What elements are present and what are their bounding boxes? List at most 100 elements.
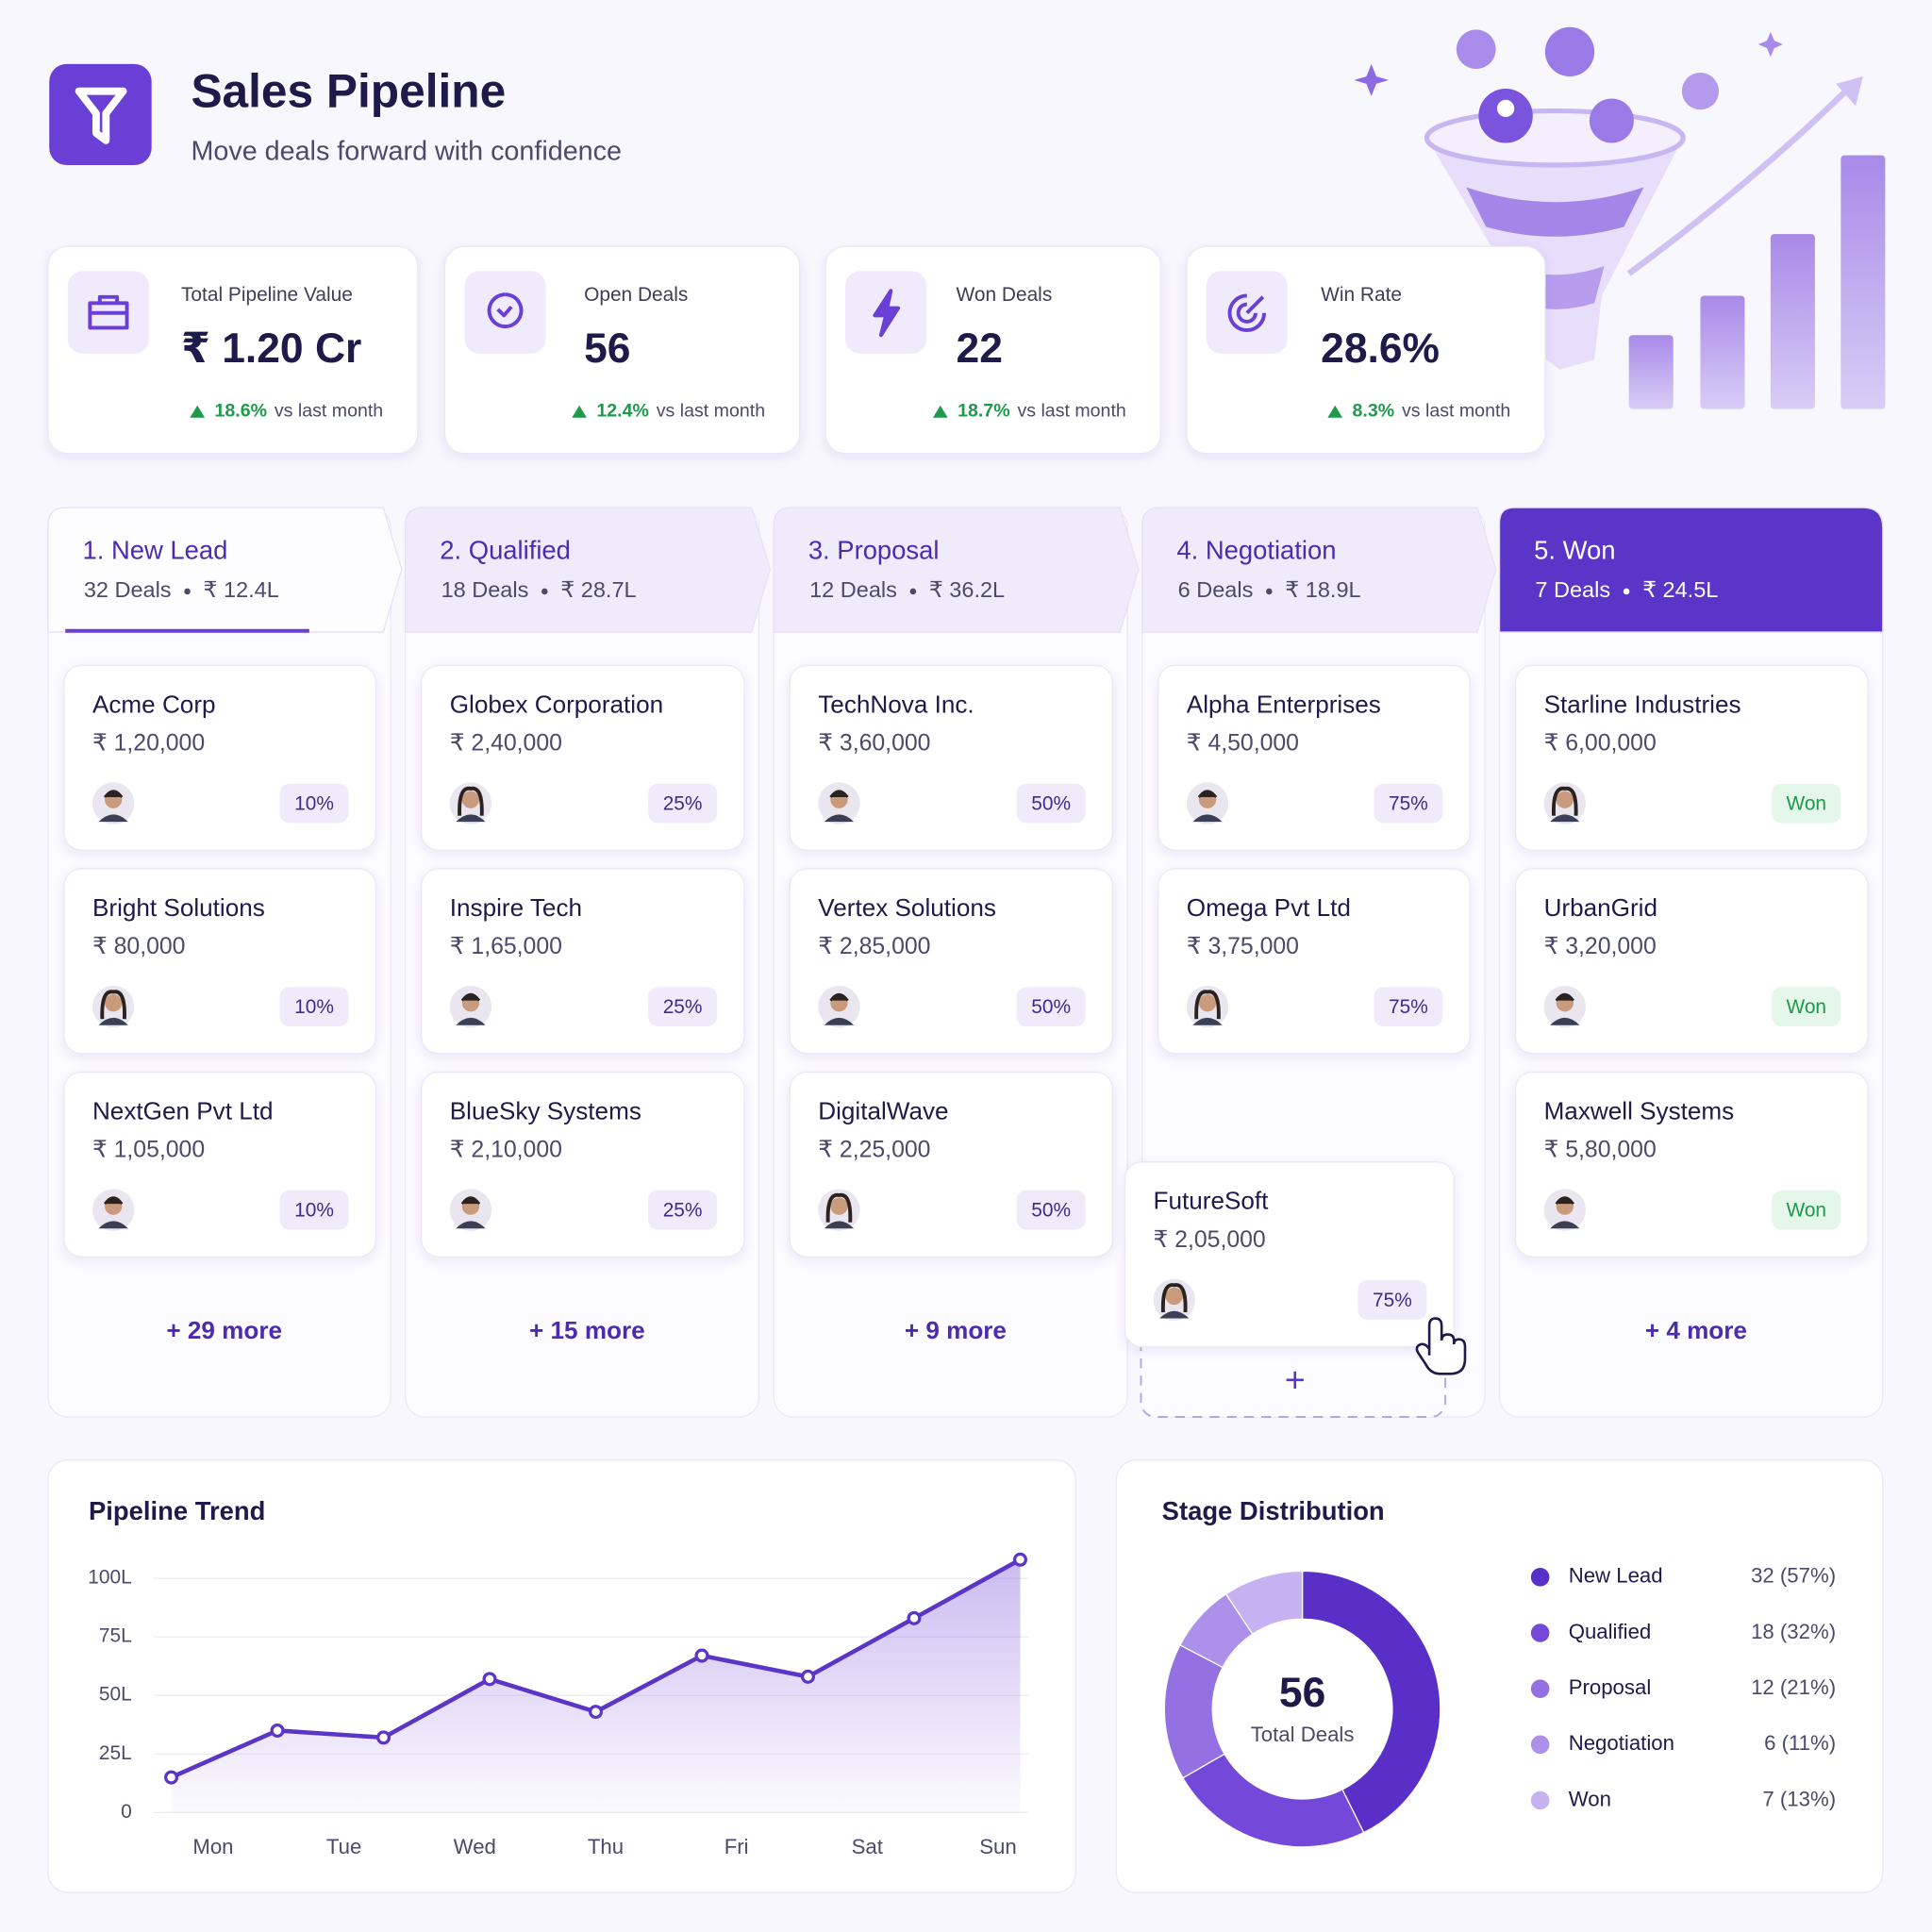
more-link: + 9 more — [905, 1316, 1007, 1344]
deal-amount: ₹ 1,65,000 — [450, 934, 562, 959]
separator — [909, 588, 917, 595]
avatar-body — [1192, 814, 1223, 823]
separator — [1623, 588, 1630, 595]
avatar-body — [1550, 814, 1580, 823]
probability-pill — [1357, 1280, 1427, 1320]
avatar-body — [98, 1221, 128, 1229]
probability: 50% — [1031, 792, 1071, 814]
stage-header — [1141, 507, 1497, 633]
avatar-hair — [1197, 790, 1218, 798]
deal-name: UrbanGrid — [1544, 893, 1657, 922]
stage-value: ₹ 36.2L — [929, 577, 1005, 602]
avatar-body — [98, 1017, 128, 1025]
avatar-hair — [460, 1196, 481, 1205]
legend-value: 32 (57%) — [1751, 1564, 1836, 1588]
drop-plus — [1286, 1371, 1304, 1389]
probability: 50% — [1031, 996, 1071, 1018]
deal-amount: ₹ 80,000 — [92, 934, 186, 959]
trend-point — [907, 1610, 922, 1625]
probability-pill — [1016, 783, 1086, 824]
kpi-value: 22 — [957, 325, 1003, 372]
title: Sales Pipeline — [191, 65, 506, 118]
stage-value: ₹ 28.7L — [560, 577, 636, 602]
trend-point — [589, 1705, 604, 1720]
avatar-body — [1159, 1310, 1190, 1319]
probability-pill — [1016, 1190, 1086, 1230]
deal-name: Omega Pvt Ltd — [1187, 893, 1351, 922]
kpi-change-arrow — [572, 405, 587, 418]
legend-name: New Lead — [1569, 1564, 1663, 1588]
donut-segment — [1224, 1570, 1304, 1636]
x-tick-label: Mon — [192, 1835, 233, 1858]
avatar-hair — [1194, 990, 1221, 1020]
probability-pill — [1772, 1190, 1841, 1230]
kpi-change: 18.6% — [215, 400, 268, 421]
deal-name: Acme Corp — [92, 690, 216, 718]
probability-pill — [648, 1190, 718, 1230]
deal-amount: ₹ 1,05,000 — [92, 1137, 205, 1162]
deal-amount: ₹ 6,00,000 — [1544, 730, 1657, 756]
avatar-body — [824, 814, 855, 823]
deal-amount: ₹ 4,50,000 — [1187, 730, 1299, 756]
deal-amount: ₹ 3,75,000 — [1187, 934, 1299, 959]
avatar-hair — [1555, 1196, 1574, 1205]
kpi-label: Win Rate — [1321, 284, 1402, 306]
x-tick-label: Sun — [979, 1835, 1016, 1858]
legend-dot — [1530, 1679, 1550, 1698]
y-tick-label: 50L — [99, 1684, 132, 1706]
avatar-body — [1550, 1017, 1580, 1025]
legend-dot — [1530, 1624, 1550, 1642]
logo — [49, 63, 152, 166]
separator — [1266, 588, 1273, 595]
avatar-hair — [1160, 1283, 1188, 1313]
deal-amount: ₹ 2,40,000 — [450, 730, 562, 756]
kpi-note: vs last month — [1017, 400, 1125, 421]
probability-pill — [1016, 987, 1086, 1026]
stage-title: 3. Proposal — [808, 535, 940, 564]
stage-deals: 7 Deals — [1535, 577, 1610, 602]
donut-segment — [1301, 1570, 1441, 1834]
probability: 10% — [294, 1199, 334, 1221]
cursor — [1415, 1317, 1467, 1375]
avatar-face — [1556, 791, 1574, 808]
legend-value: 18 (32%) — [1751, 1620, 1836, 1643]
deal-name: Starline Industries — [1544, 690, 1741, 718]
x-tick-label: Thu — [588, 1835, 624, 1858]
deal-name: BlueSky Systems — [450, 1096, 641, 1124]
trend-point — [694, 1648, 709, 1663]
stage-title: 5. Won — [1534, 535, 1615, 564]
stage-deals: 12 Deals — [809, 577, 897, 602]
avatar-hair — [1551, 786, 1578, 816]
more-link: + 29 more — [166, 1316, 282, 1344]
y-tick-label: 100L — [88, 1567, 131, 1589]
kpi-value: ₹ 1.20 Cr — [181, 325, 361, 372]
kpi-note: vs last month — [1402, 400, 1510, 421]
legend-dot — [1530, 1568, 1550, 1587]
kpi-note: vs last month — [275, 400, 383, 421]
probability: 10% — [294, 792, 334, 814]
trend-point — [800, 1669, 815, 1684]
kpi-value: 56 — [584, 325, 630, 372]
kpi-label: Total Pipeline Value — [181, 284, 353, 306]
probability: 10% — [294, 996, 334, 1018]
panel-title: Stage Distribution — [1162, 1496, 1385, 1525]
kpi-icon — [88, 294, 129, 330]
avatar-hair — [458, 786, 484, 816]
stage-header — [773, 507, 1140, 633]
probability: 50% — [1031, 1199, 1071, 1221]
avatar-hair — [100, 990, 126, 1020]
avatar-face — [461, 791, 480, 808]
kpi-change: 12.4% — [596, 400, 649, 421]
deal-amount: ₹ 3,60,000 — [818, 730, 930, 756]
avatar-body — [98, 814, 128, 823]
panel-title: Pipeline Trend — [89, 1496, 265, 1525]
probability: Won — [1787, 792, 1827, 814]
legend-name: Qualified — [1569, 1620, 1652, 1643]
deal-amount: ₹ 2,25,000 — [818, 1137, 930, 1162]
probability-pill — [1772, 987, 1841, 1026]
separator — [541, 588, 548, 595]
donut-total: 56 — [1279, 1670, 1325, 1716]
kpi-change-arrow — [190, 405, 206, 418]
probability-pill — [648, 987, 718, 1026]
probability: 25% — [663, 1199, 703, 1221]
